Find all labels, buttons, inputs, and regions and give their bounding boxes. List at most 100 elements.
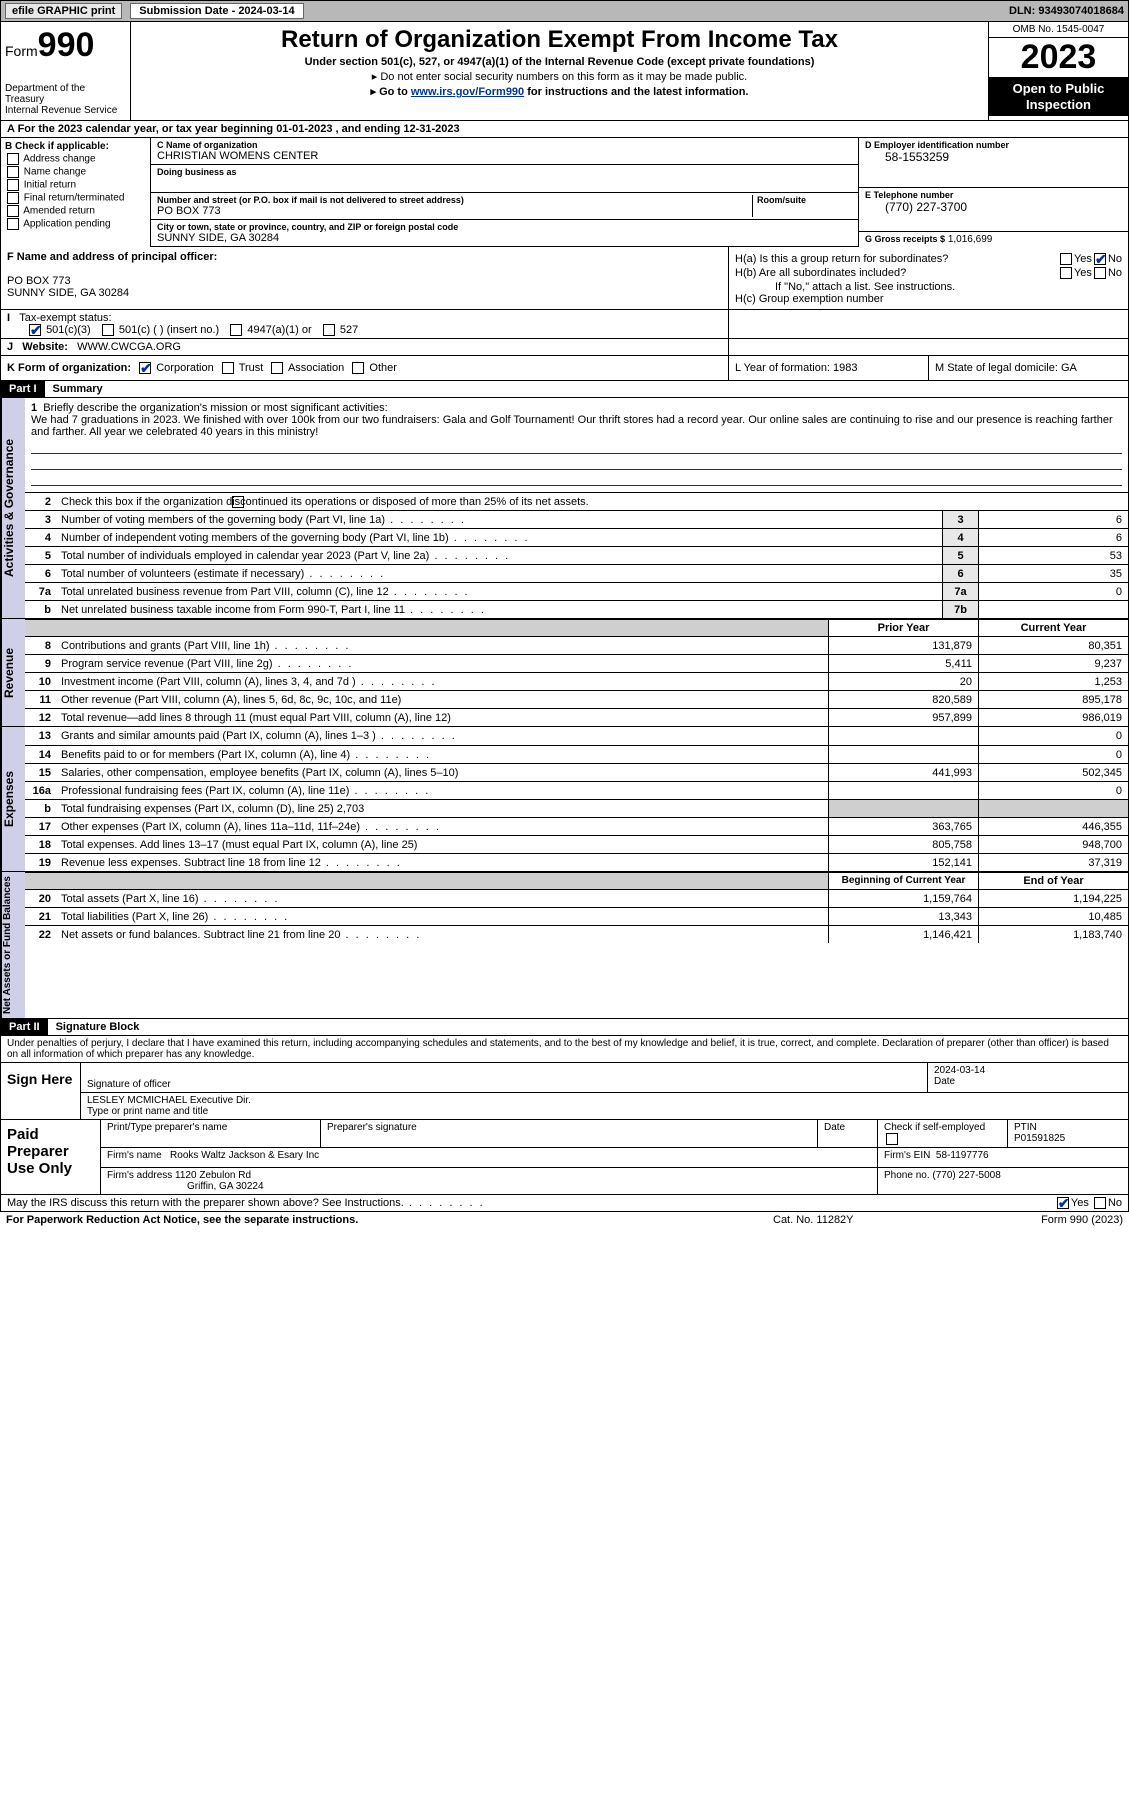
l20c: 1,194,225 <box>978 890 1128 907</box>
cb-amended-return[interactable] <box>7 205 19 217</box>
prep-name-label: Print/Type preparer's name <box>101 1120 321 1147</box>
cb-final-return[interactable] <box>7 192 19 204</box>
open-inspection: Open to Public Inspection <box>989 77 1128 116</box>
col-b-header: B Check if applicable: <box>5 141 146 152</box>
dba-label: Doing business as <box>157 167 852 177</box>
ptin: P01591825 <box>1014 1133 1122 1144</box>
ein: 58-1553259 <box>865 150 1122 164</box>
col-h-group: H(a) Is this a group return for subordin… <box>728 247 1128 309</box>
l13: Grants and similar amounts paid (Part IX… <box>57 728 828 744</box>
l16a: Professional fundraising fees (Part IX, … <box>57 783 828 799</box>
l14: Benefits paid to or for members (Part IX… <box>57 747 828 763</box>
row-k: K Form of organization: Corporation Trus… <box>0 356 1129 381</box>
cb-hb-yes[interactable] <box>1060 267 1072 279</box>
l8p: 131,879 <box>828 637 978 654</box>
tel-label: E Telephone number <box>865 190 1122 200</box>
l16ac: 0 <box>978 782 1128 799</box>
cb-application-pending[interactable] <box>7 218 19 230</box>
part2-header: Part II <box>1 1019 48 1035</box>
cb-501c[interactable] <box>102 324 114 336</box>
firm-ein: 58-1197776 <box>936 1150 989 1161</box>
cb-ha-yes[interactable] <box>1060 253 1072 265</box>
row-j: J Website: WWW.CWCGA.ORG <box>0 339 1129 356</box>
header-right: OMB No. 1545-0047 2023 Open to Public In… <box>988 22 1128 120</box>
l4-val: 6 <box>978 529 1128 546</box>
part1-header: Part I <box>1 381 45 397</box>
part1-revenue: Revenue Prior YearCurrent Year 8Contribu… <box>0 619 1129 727</box>
address-label: Number and street (or P.O. box if mail i… <box>157 195 752 205</box>
l1-text: We had 7 graduations in 2023. We finishe… <box>31 414 1122 438</box>
top-bar: efile GRAPHIC print Submission Date - 20… <box>0 0 1129 22</box>
sig-date: 2024-03-14 <box>934 1065 1122 1076</box>
end-hdr: End of Year <box>978 873 1128 889</box>
form-word: Form <box>5 43 38 59</box>
l15: Salaries, other compensation, employee b… <box>57 765 828 781</box>
cb-527[interactable] <box>323 324 335 336</box>
part1-governance: Activities & Governance 1 Briefly descri… <box>0 398 1129 619</box>
l2: Check this box if the organization disco… <box>57 494 1128 510</box>
irs-link[interactable]: www.irs.gov/Form990 <box>411 86 524 98</box>
cb-hb-no[interactable] <box>1094 267 1106 279</box>
form-number: 990 <box>38 26 95 64</box>
cb-trust[interactable] <box>222 362 234 374</box>
form-title: Return of Organization Exempt From Incom… <box>137 26 982 54</box>
cb-discuss-no[interactable] <box>1094 1197 1106 1209</box>
cb-discuss-yes[interactable] <box>1057 1197 1069 1209</box>
vtab-expenses: Expenses <box>1 727 25 871</box>
cb-501c3[interactable] <box>29 324 41 336</box>
hb-label: H(b) Are all subordinates included? <box>735 267 1058 279</box>
vtab-netassets: Net Assets or Fund Balances <box>1 872 25 1018</box>
firm-name-label: Firm's name <box>107 1150 162 1161</box>
cb-4947[interactable] <box>230 324 242 336</box>
address: PO BOX 773 <box>157 205 752 217</box>
l20: Total assets (Part X, line 16) <box>57 891 828 907</box>
omb-number: OMB No. 1545-0047 <box>989 22 1128 38</box>
form-header: Form990 Department of the Treasury Inter… <box>0 22 1129 121</box>
cb-assoc[interactable] <box>271 362 283 374</box>
l8c: 80,351 <box>978 637 1128 654</box>
l21c: 10,485 <box>978 908 1128 925</box>
officer-addr2: SUNNY SIDE, GA 30284 <box>7 287 722 299</box>
telephone: (770) 227-3700 <box>865 200 1122 214</box>
l16ap <box>828 782 978 799</box>
header-center: Return of Organization Exempt From Incom… <box>131 22 988 120</box>
l18: Total expenses. Add lines 13–17 (must eq… <box>57 837 828 853</box>
l4: Number of independent voting members of … <box>57 530 942 546</box>
cb-self-employed[interactable] <box>886 1133 898 1145</box>
l5-val: 53 <box>978 547 1128 564</box>
discuss-row: May the IRS discuss this return with the… <box>0 1195 1129 1212</box>
l12c: 986,019 <box>978 709 1128 726</box>
l22: Net assets or fund balances. Subtract li… <box>57 927 828 943</box>
l16b: Total fundraising expenses (Part IX, col… <box>57 801 828 817</box>
state-domicile: M State of legal domicile: GA <box>928 356 1128 380</box>
cb-ha-no[interactable] <box>1094 253 1106 265</box>
cb-name-change[interactable] <box>7 166 19 178</box>
col-d-ein: D Employer identification number 58-1553… <box>858 138 1128 247</box>
paid-preparer-label: Paid Preparer Use Only <box>1 1120 101 1194</box>
sig-officer-label: Signature of officer <box>87 1079 921 1090</box>
l10p: 20 <box>828 673 978 690</box>
l6: Total number of volunteers (estimate if … <box>57 566 942 582</box>
part1-netassets: Net Assets or Fund Balances Beginning of… <box>0 872 1129 1019</box>
part1-title: Summary <box>45 381 111 397</box>
room-label: Room/suite <box>757 195 852 205</box>
firm-addr-label: Firm's address <box>107 1170 172 1181</box>
l3: Number of voting members of the governin… <box>57 512 942 528</box>
l22p: 1,146,421 <box>828 926 978 943</box>
dept-treasury: Department of the Treasury Internal Reve… <box>5 83 126 116</box>
l9: Program service revenue (Part VIII, line… <box>57 656 828 672</box>
cb-address-change[interactable] <box>7 153 19 165</box>
cb-l2[interactable] <box>232 496 244 508</box>
l10: Investment income (Part VIII, column (A)… <box>57 674 828 690</box>
efile-print-button[interactable]: efile GRAPHIC print <box>5 3 122 19</box>
cb-other[interactable] <box>352 362 364 374</box>
l7b: Net unrelated business taxable income fr… <box>57 602 942 618</box>
l14p <box>828 746 978 763</box>
firm-phone: (770) 227-5008 <box>932 1170 1000 1181</box>
l5: Total number of individuals employed in … <box>57 548 942 564</box>
cb-corp[interactable] <box>139 362 151 374</box>
dln: DLN: 93493074018684 <box>1009 5 1124 17</box>
prep-sig-label: Preparer's signature <box>321 1120 818 1147</box>
form-ref: Form 990 (2023) <box>973 1214 1123 1226</box>
cb-initial-return[interactable] <box>7 179 19 191</box>
